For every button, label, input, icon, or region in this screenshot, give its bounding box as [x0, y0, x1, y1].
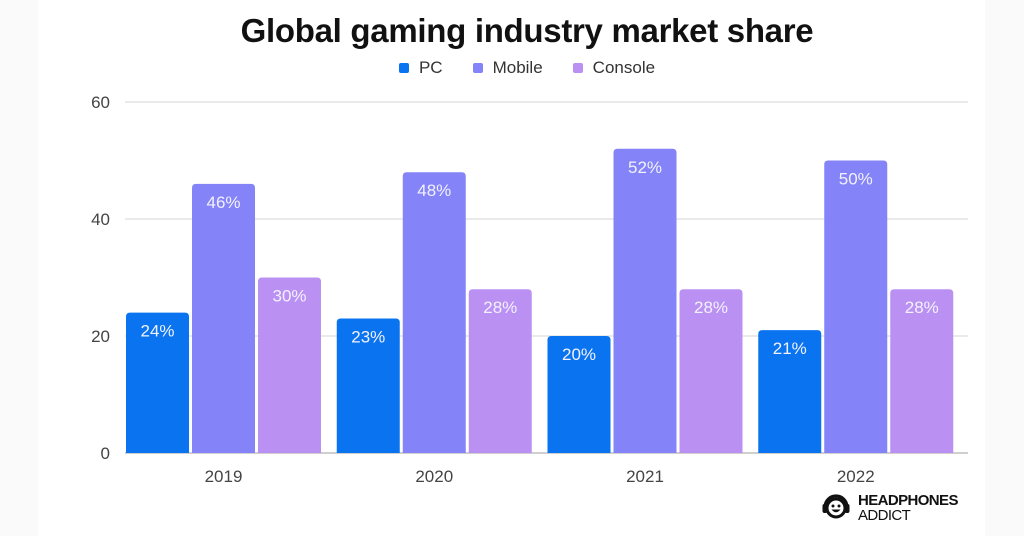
legend-swatch-mobile — [472, 63, 483, 73]
x-axis: 2019 2020 2021 2022 — [205, 467, 875, 486]
bar-group-2020: 23% 48% 28% — [336, 172, 532, 453]
bar-console-2022 — [890, 289, 954, 453]
legend-label-pc: PC — [418, 58, 443, 77]
bar-group-2021: 20% 52% 28% — [547, 148, 743, 454]
bar-group-2022: 21% 50% 28% — [758, 160, 954, 453]
bar-pc-2022 — [758, 330, 822, 453]
bar-label-console-2019: 30% — [272, 287, 306, 306]
bar-label-mobile-2022: 50% — [839, 170, 873, 189]
bar-label-console-2021: 28% — [694, 298, 728, 317]
logo-line2: ADDICT — [858, 506, 911, 524]
bar-console-2019 — [258, 277, 321, 453]
brand-logo: HEADPHONES ADDICT — [820, 490, 958, 525]
legend-swatch-console — [572, 63, 583, 73]
x-tick-label-2022: 2022 — [837, 467, 875, 486]
x-tick-label-2019: 2019 — [205, 467, 243, 486]
bar-mobile-2021 — [613, 148, 677, 454]
chart-legend: PC Mobile Console — [0, 58, 1024, 78]
bar-console-2021 — [679, 289, 743, 453]
bars: 24% 46% 30% 23% 48% 28% 20% 52% 28% 21% 50% 28% — [126, 148, 954, 454]
y-axis: 0 20 40 60 — [91, 93, 110, 463]
smiling-face-headphones-icon — [820, 490, 852, 525]
y-tick-label: 40 — [91, 210, 110, 229]
bar-label-mobile-2019: 46% — [206, 193, 240, 212]
bar-mobile-2022 — [824, 160, 888, 453]
bar-pc-2020 — [336, 318, 400, 453]
bar-mobile-2019 — [192, 183, 255, 453]
bar-label-mobile-2020: 48% — [417, 181, 451, 200]
bar-label-console-2022: 28% — [905, 298, 939, 317]
legend-item-console: Console — [572, 58, 656, 78]
legend-item-pc: PC — [398, 58, 443, 78]
legend-item-mobile: Mobile — [472, 58, 543, 78]
legend-label-mobile: Mobile — [492, 58, 543, 77]
bar-label-mobile-2021: 52% — [628, 158, 662, 177]
bar-label-pc-2020: 23% — [351, 327, 385, 346]
bar-mobile-2020 — [402, 172, 466, 453]
y-tick-label: 60 — [91, 93, 110, 112]
x-tick-label-2020: 2020 — [415, 467, 453, 486]
chart-title: Global gaming industry market share — [240, 12, 814, 49]
logo-wordmark: HEADPHONES ADDICT — [858, 493, 958, 523]
bar-pc-2019 — [126, 312, 189, 453]
bar-group-2019: 24% 46% 30% — [126, 183, 321, 453]
x-tick-label-2021: 2021 — [626, 467, 664, 486]
bar-label-pc-2022: 21% — [773, 339, 807, 358]
y-tick-label: 20 — [91, 327, 110, 346]
legend-label-console: Console — [592, 58, 656, 77]
bar-console-2020 — [468, 289, 532, 453]
bar-label-console-2020: 28% — [483, 298, 517, 317]
bar-label-pc-2019: 24% — [140, 322, 174, 341]
bar-label-pc-2021: 20% — [562, 345, 596, 364]
bar-pc-2021 — [547, 336, 611, 453]
y-tick-label: 0 — [101, 444, 110, 463]
legend-swatch-pc — [398, 63, 409, 73]
logo-line1: HEADPHONES — [858, 491, 958, 509]
